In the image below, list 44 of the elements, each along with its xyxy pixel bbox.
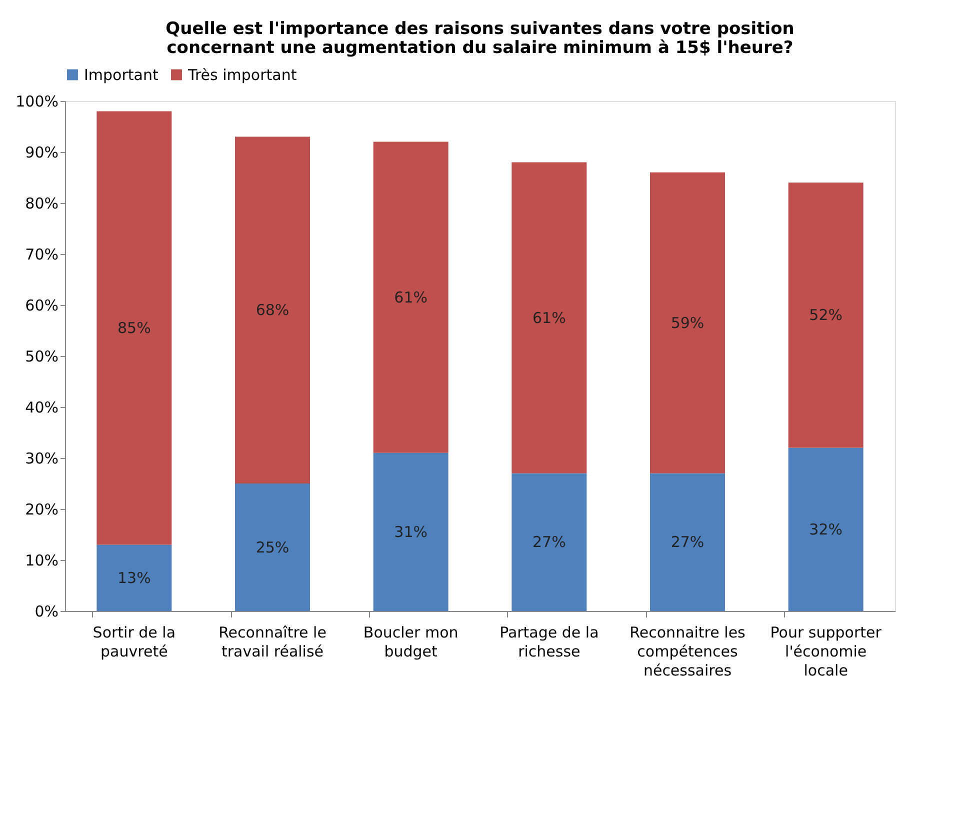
x-tick-label: Reconnaître le travail réalisé: [218, 624, 326, 660]
bar: [512, 473, 587, 611]
y-tick-label: 20%: [25, 500, 58, 518]
y-tick-label: 80%: [25, 194, 58, 212]
data-label: 13%: [117, 568, 151, 587]
bar: [96, 544, 172, 611]
data-label: 85%: [117, 318, 151, 337]
bar: [788, 448, 864, 611]
y-tick-label: 30%: [25, 450, 58, 468]
data-label: 59%: [670, 314, 704, 332]
bar: [373, 452, 448, 611]
x-tick-label: Sortir de la pauvreté: [92, 624, 176, 660]
data-label: 61%: [394, 288, 428, 306]
y-tick-label: 0%: [34, 602, 58, 620]
bar: [235, 136, 310, 484]
x-tick-label: Reconnaitre les compétences nécessaires: [630, 624, 746, 680]
bar: [512, 162, 587, 474]
x-tick-label: Partage de la richesse: [500, 624, 599, 660]
y-tick-label: 60%: [25, 296, 58, 314]
bar: [235, 484, 310, 611]
y-tick-label: 70%: [25, 246, 58, 264]
y-tick-label: 100%: [16, 92, 58, 110]
bar: [373, 142, 448, 453]
data-label: 27%: [670, 533, 704, 552]
x-tick-label: Pour supporter l'économie locale: [770, 624, 882, 680]
bar: [96, 111, 172, 545]
data-label: 31%: [394, 522, 428, 541]
data-label: 25%: [256, 538, 290, 556]
y-tick-label: 10%: [25, 552, 58, 570]
data-label: 61%: [532, 308, 566, 327]
data-label: 27%: [532, 533, 566, 552]
data-label: 68%: [256, 301, 290, 320]
chart-title: Quelle est l'importance des raisons suivantes dans votre position concernant une augmentation du salaire minimum à 15$ l'heure?: [166, 19, 794, 58]
bar: [788, 182, 864, 448]
data-label: 52%: [809, 306, 843, 324]
bar: [650, 172, 725, 474]
legend-label: Important: [84, 66, 158, 84]
y-tick-label: 50%: [25, 348, 58, 366]
y-tick-label: 40%: [25, 398, 58, 416]
y-tick-label: 90%: [25, 144, 58, 162]
bar: [650, 473, 725, 611]
x-tick-label: Boucler mon budget: [363, 624, 458, 660]
data-label: 32%: [809, 520, 843, 538]
legend-label: Très important: [187, 66, 297, 84]
